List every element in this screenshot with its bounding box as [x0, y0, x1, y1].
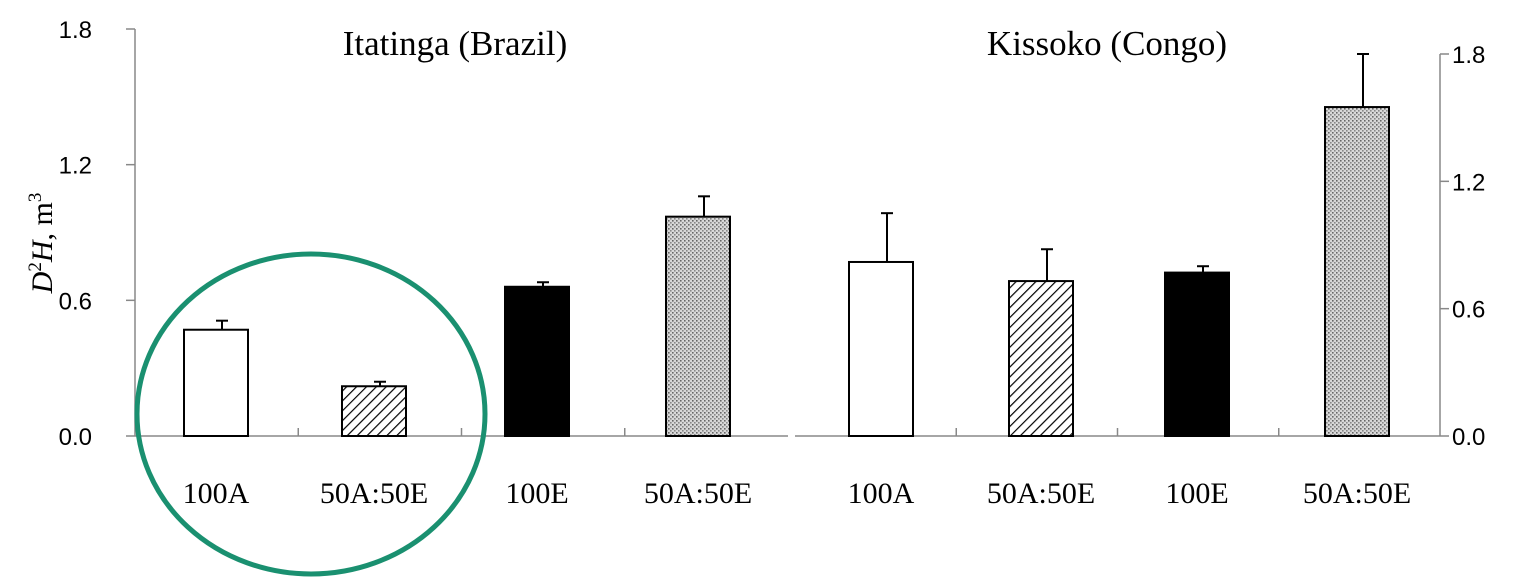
y-tick-label: 0.6 — [1452, 297, 1485, 324]
category-label: 50A:50E — [1303, 477, 1411, 510]
bar — [665, 215, 731, 437]
bar — [1008, 280, 1074, 438]
y-tick-label: 0.0 — [59, 424, 92, 451]
category-label: 50A:50E — [320, 477, 428, 510]
category-label: 100A — [183, 477, 250, 510]
panel-itatinga: Itatinga (Brazil) 0.0 0.6 1.2 1.8 100A 50A:50E… — [59, 17, 788, 510]
y-tick-label: 0.0 — [1452, 424, 1485, 451]
category-label: 50A:50E — [987, 477, 1095, 510]
bar — [183, 328, 249, 438]
category-label: 100E — [505, 477, 568, 510]
ylabel-var: H — [26, 238, 59, 263]
ylabel-sup2: 3 — [25, 193, 46, 203]
y-tick-label: 1.2 — [59, 153, 92, 180]
y-tick-label: 1.2 — [1452, 169, 1485, 196]
category-label: 100A — [848, 477, 915, 510]
panel-kissoko: Kissoko (Congo) 0.0 0.6 1.2 1.8 100A 50A:50E 10… — [795, 24, 1485, 510]
ylabel-sup1: 2 — [25, 262, 46, 272]
highlight-ellipse — [134, 251, 488, 577]
ylabel-unit: , m — [26, 202, 59, 240]
panel-title: Kissoko (Congo) — [987, 24, 1227, 63]
y-tick-label: 1.8 — [59, 17, 92, 44]
bar — [1164, 271, 1230, 438]
y-axis-label: D2H, m3 — [25, 193, 59, 295]
ylabel-base: D — [26, 271, 59, 294]
y-tick-label: 0.6 — [59, 288, 92, 315]
svg-text:D2H, m3: D2H, m3 — [25, 193, 59, 295]
category-label: 100E — [1165, 477, 1228, 510]
y-tick-label: 1.8 — [1452, 42, 1485, 69]
bar — [504, 285, 570, 437]
category-label: 50A:50E — [644, 477, 752, 510]
bar — [848, 260, 914, 437]
bar — [341, 385, 407, 437]
bar — [1324, 106, 1390, 438]
panel-title: Itatinga (Brazil) — [343, 24, 567, 63]
